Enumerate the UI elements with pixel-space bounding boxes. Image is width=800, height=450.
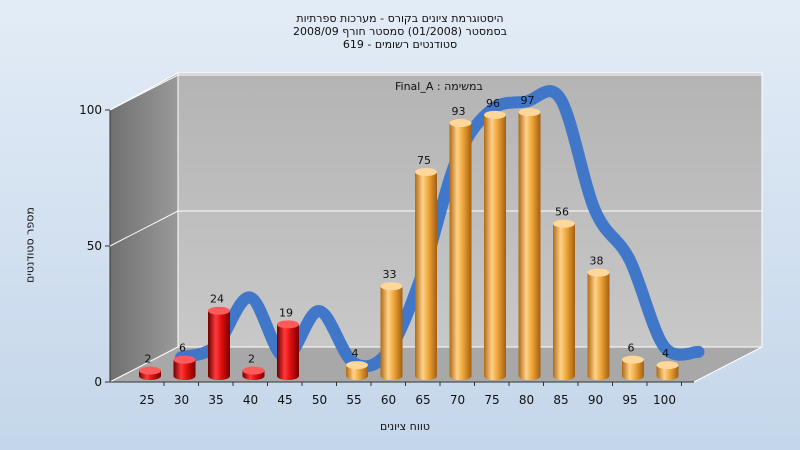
gridline (109, 74, 762, 111)
bar-value-label: 24 (210, 293, 224, 306)
x-tick-label: 50 (312, 393, 327, 407)
x-tick-label: 85 (553, 393, 568, 407)
bar (622, 355, 644, 380)
bar-value-label: 4 (662, 347, 669, 360)
x-tick-label: 70 (450, 393, 465, 407)
bar (587, 268, 610, 380)
x-tick-labels: 25 30 35 40 45 50 55 60 65 70 75 80 85 90 95 100 (139, 382, 682, 407)
bar-value-label: 56 (555, 206, 569, 219)
x-tick-label: 65 (415, 393, 430, 407)
bar (553, 219, 575, 380)
bar (208, 306, 230, 380)
x-tick-label: 95 (622, 393, 637, 407)
bar-value-label: 38 (590, 255, 604, 268)
gridlines (109, 74, 762, 247)
x-tick-label: 55 (346, 393, 361, 407)
bar (277, 320, 299, 380)
y-tick-label: 100 (79, 103, 102, 117)
bar (415, 168, 437, 380)
bar (346, 361, 368, 380)
y-tick-label: 50 (87, 239, 102, 253)
x-tick-label: 45 (277, 393, 292, 407)
chart-subtitle: בסמסטר (01/2008) סמסטר חורף 2008/09 (293, 25, 507, 38)
x-tick-label: 60 (381, 393, 396, 407)
bar (656, 361, 679, 380)
plot-side-wall (109, 72, 179, 383)
x-tick-label: 90 (588, 393, 603, 407)
bar-value-label: 2 (145, 353, 152, 366)
bar-value-label: 19 (279, 306, 293, 319)
bar (173, 355, 196, 380)
x-axis-label: טווח ציונים (380, 420, 430, 433)
x-tick-label: 25 (139, 393, 154, 407)
distribution-curve (175, 85, 705, 373)
y-tick-labels: 0 50 100 (79, 103, 110, 389)
bar (139, 366, 161, 380)
x-tick-label: 35 (208, 393, 223, 407)
bar (242, 366, 265, 380)
bar (484, 110, 506, 380)
legend-label: Final_A : במשימה (395, 80, 483, 93)
x-tick-label: 100 (653, 393, 676, 407)
bar-value-label: 33 (383, 268, 397, 281)
bar (518, 108, 541, 380)
bars-group: 2 6 24 2 19 4 33 75 93 96 97 56 38 6 4 (139, 94, 679, 380)
bar-value-label: 96 (486, 97, 500, 110)
bar (380, 282, 403, 380)
gridline (109, 210, 762, 247)
y-axis-label: מספר סטודנטים (23, 207, 37, 283)
curve-ribbon (175, 85, 705, 373)
bar-value-label: 97 (521, 94, 535, 107)
x-tick-label: 80 (519, 393, 534, 407)
bar-value-label: 6 (179, 342, 186, 355)
bar-value-label: 2 (248, 353, 255, 366)
bar-value-label: 93 (452, 105, 466, 118)
bar-value-label: 6 (628, 342, 635, 355)
chart-subtitle-students: 619 - סטודנטים רשומים (342, 38, 458, 51)
x-tick-label: 75 (484, 393, 499, 407)
x-tick-label: 30 (174, 393, 189, 407)
chart-title: היסטוגרמת ציונים בקורס - מערכות ספרתיות (296, 12, 504, 25)
y-tick-label: 0 (94, 375, 102, 389)
bar-value-label: 75 (417, 154, 431, 167)
bar-value-label: 4 (352, 347, 359, 360)
bar (449, 119, 472, 380)
x-tick-label: 40 (243, 393, 258, 407)
